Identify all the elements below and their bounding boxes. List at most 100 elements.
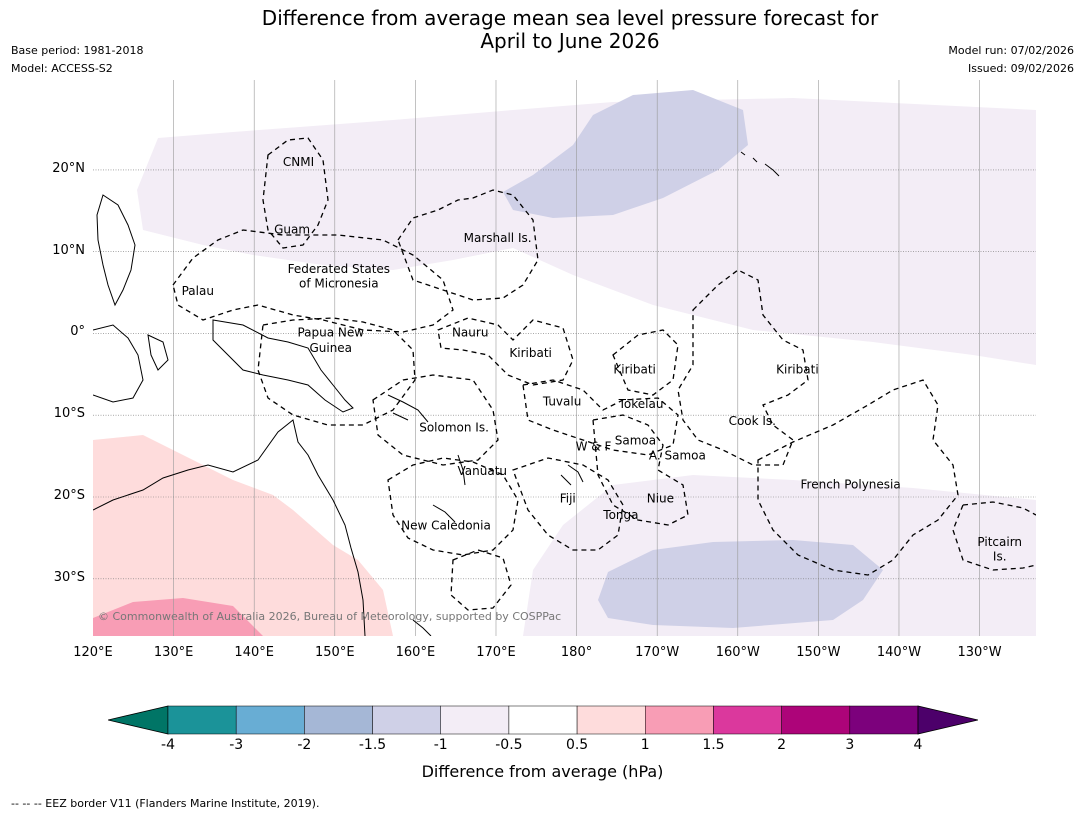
longitude-tick-label: 130°W	[957, 645, 1002, 660]
region-label: Nauru	[452, 326, 488, 340]
region-label: Guinea	[309, 341, 352, 355]
region-label: Cook Is.	[729, 414, 776, 428]
colorbar-swatch	[508, 705, 578, 735]
eez-nauru-kiribati-west	[437, 317, 574, 386]
issued-text: Issued: 09/02/2026	[967, 62, 1074, 75]
colorbar-tick-label: -3	[229, 737, 244, 753]
eez-solomon-islands	[372, 374, 499, 466]
region-label: Fiji	[560, 492, 576, 506]
region-label: Marshall Is.	[464, 231, 532, 245]
colorbar-swatch	[372, 705, 441, 735]
region-label: Vanuatu	[458, 464, 508, 478]
region-label: Samoa	[615, 434, 656, 448]
region-label: Is.	[993, 550, 1007, 564]
eez-kiribati-central	[612, 329, 679, 396]
colorbar-swatch	[304, 705, 373, 735]
anomaly-area-plus-0-5-australia	[93, 435, 393, 636]
coastline-new-guinea	[212, 319, 354, 413]
coastline-new-zealand-north	[412, 619, 432, 636]
coastline-layer	[93, 151, 780, 636]
eez-marshall-islands	[397, 189, 539, 301]
anomaly-shading-layer	[93, 90, 1036, 636]
region-label: Tuvalu	[542, 394, 582, 408]
colorbar-tick-label: 2	[777, 737, 787, 753]
colorbar-tick-label: 4	[913, 737, 923, 753]
meta-right: Model run: 07/02/2026 Issued: 09/02/2026	[948, 42, 1074, 78]
eez-cnmi-guam	[262, 137, 329, 249]
region-label: Palau	[182, 284, 214, 298]
base-period-text: Base period: 1981-2018	[11, 44, 144, 57]
map-title-line1: Difference from average mean sea level p…	[261, 6, 879, 30]
anomaly-area-minus-0-5-north	[137, 98, 1036, 365]
eez-samoa-niue	[592, 414, 689, 526]
region-label: Solomon Is.	[419, 421, 489, 435]
longitude-tick-label: 180°	[560, 645, 593, 660]
model-text: Model: ACCESS-S2	[11, 62, 113, 75]
coastline-hawaii	[740, 151, 780, 177]
colorbar-tick-label: 1.5	[702, 737, 725, 753]
eez-tuvalu-tokelau	[522, 379, 679, 456]
copyright-notice: © Commonwealth of Australia 2026, Bureau…	[98, 610, 562, 623]
region-label: Kiribati	[509, 346, 551, 360]
longitude-tick-label: 160°E	[395, 645, 436, 660]
region-label: New Caledonia	[401, 519, 491, 533]
latitude-tick-label: 30°S	[53, 569, 85, 585]
map-title-line2: April to June 2026	[480, 29, 660, 53]
colorbar-extend-high	[917, 705, 978, 735]
latitude-tick-label: 20°S	[53, 488, 85, 503]
meta-left: Base period: 1981-2018 Model: ACCESS-S2	[11, 42, 143, 78]
colorbar-swatch	[235, 705, 305, 735]
eez-pitcairn	[952, 501, 1036, 571]
map-title: Difference from average mean sea level p…	[0, 7, 1085, 53]
colorbar-tick-label: -2	[297, 737, 312, 753]
coastline-borneo-sulawesi	[93, 324, 169, 403]
colorbar-swatch	[645, 705, 714, 735]
model-run-text: Model run: 07/02/2026	[948, 44, 1074, 57]
region-label: Kiribati	[776, 362, 818, 376]
colorbar	[108, 705, 978, 735]
region-label: Kiribati	[613, 362, 655, 376]
colorbar-label: Difference from average (hPa)	[421, 762, 664, 781]
anomaly-area-plus-1-australia	[93, 598, 263, 636]
colorbar-tick-label: -4	[161, 737, 175, 753]
longitude-tick-label: 150°E	[315, 645, 355, 660]
region-label: Tokelau	[618, 397, 664, 411]
region-label: CNMI	[283, 155, 314, 169]
longitude-tick-label: 160°W	[715, 645, 760, 660]
colorbar-extend-low	[108, 705, 169, 735]
longitude-tick-label: 170°E	[476, 645, 516, 660]
eez-french-polynesia	[757, 379, 959, 576]
eez-vanuatu-new-caledonia	[387, 457, 519, 556]
eez-norfolk	[450, 549, 512, 611]
colorbar-tick-label: 3	[845, 737, 855, 753]
colorbar-tick-label: 0.5	[565, 737, 589, 753]
coastline-australia	[93, 419, 366, 636]
longitude-tick-label: 130°E	[153, 645, 194, 660]
region-label: Papua New	[297, 326, 364, 340]
eez-papua-new-guinea	[257, 317, 416, 426]
colorbar-tick-label: -1.5	[358, 737, 387, 753]
colorbar-tick-label: -1	[433, 737, 448, 753]
longitude-tick-label: 170°W	[635, 645, 680, 660]
eez-footnote: -- -- -- EEZ border V11 (Flanders Marine…	[11, 797, 320, 810]
colorbar-swatch	[167, 705, 237, 735]
region-label: Guam	[274, 223, 310, 237]
region-label: Tonga	[602, 508, 638, 522]
latitude-tick-label: 0°	[70, 324, 85, 340]
map-panel[interactable]: CNMI Guam Marshall Is. Federated States of M…	[93, 80, 1036, 636]
region-label: Federated States	[288, 262, 390, 276]
region-label: Niue	[647, 492, 674, 506]
coastline-solomon-islands	[387, 394, 429, 423]
region-label: Pitcairn	[977, 535, 1022, 549]
region-label: of Micronesia	[299, 277, 379, 291]
anomaly-area-minus-1-south	[598, 540, 883, 628]
colorbar-swatch	[576, 705, 646, 735]
latitude-tick-label: 10°S	[53, 406, 85, 422]
colorbar-swatch	[440, 705, 510, 735]
region-label: W & F	[576, 439, 612, 453]
graticule-layer	[93, 80, 1036, 636]
longitude-tick-label: 120°E	[73, 645, 113, 660]
longitude-tick-label: 140°W	[876, 645, 922, 660]
